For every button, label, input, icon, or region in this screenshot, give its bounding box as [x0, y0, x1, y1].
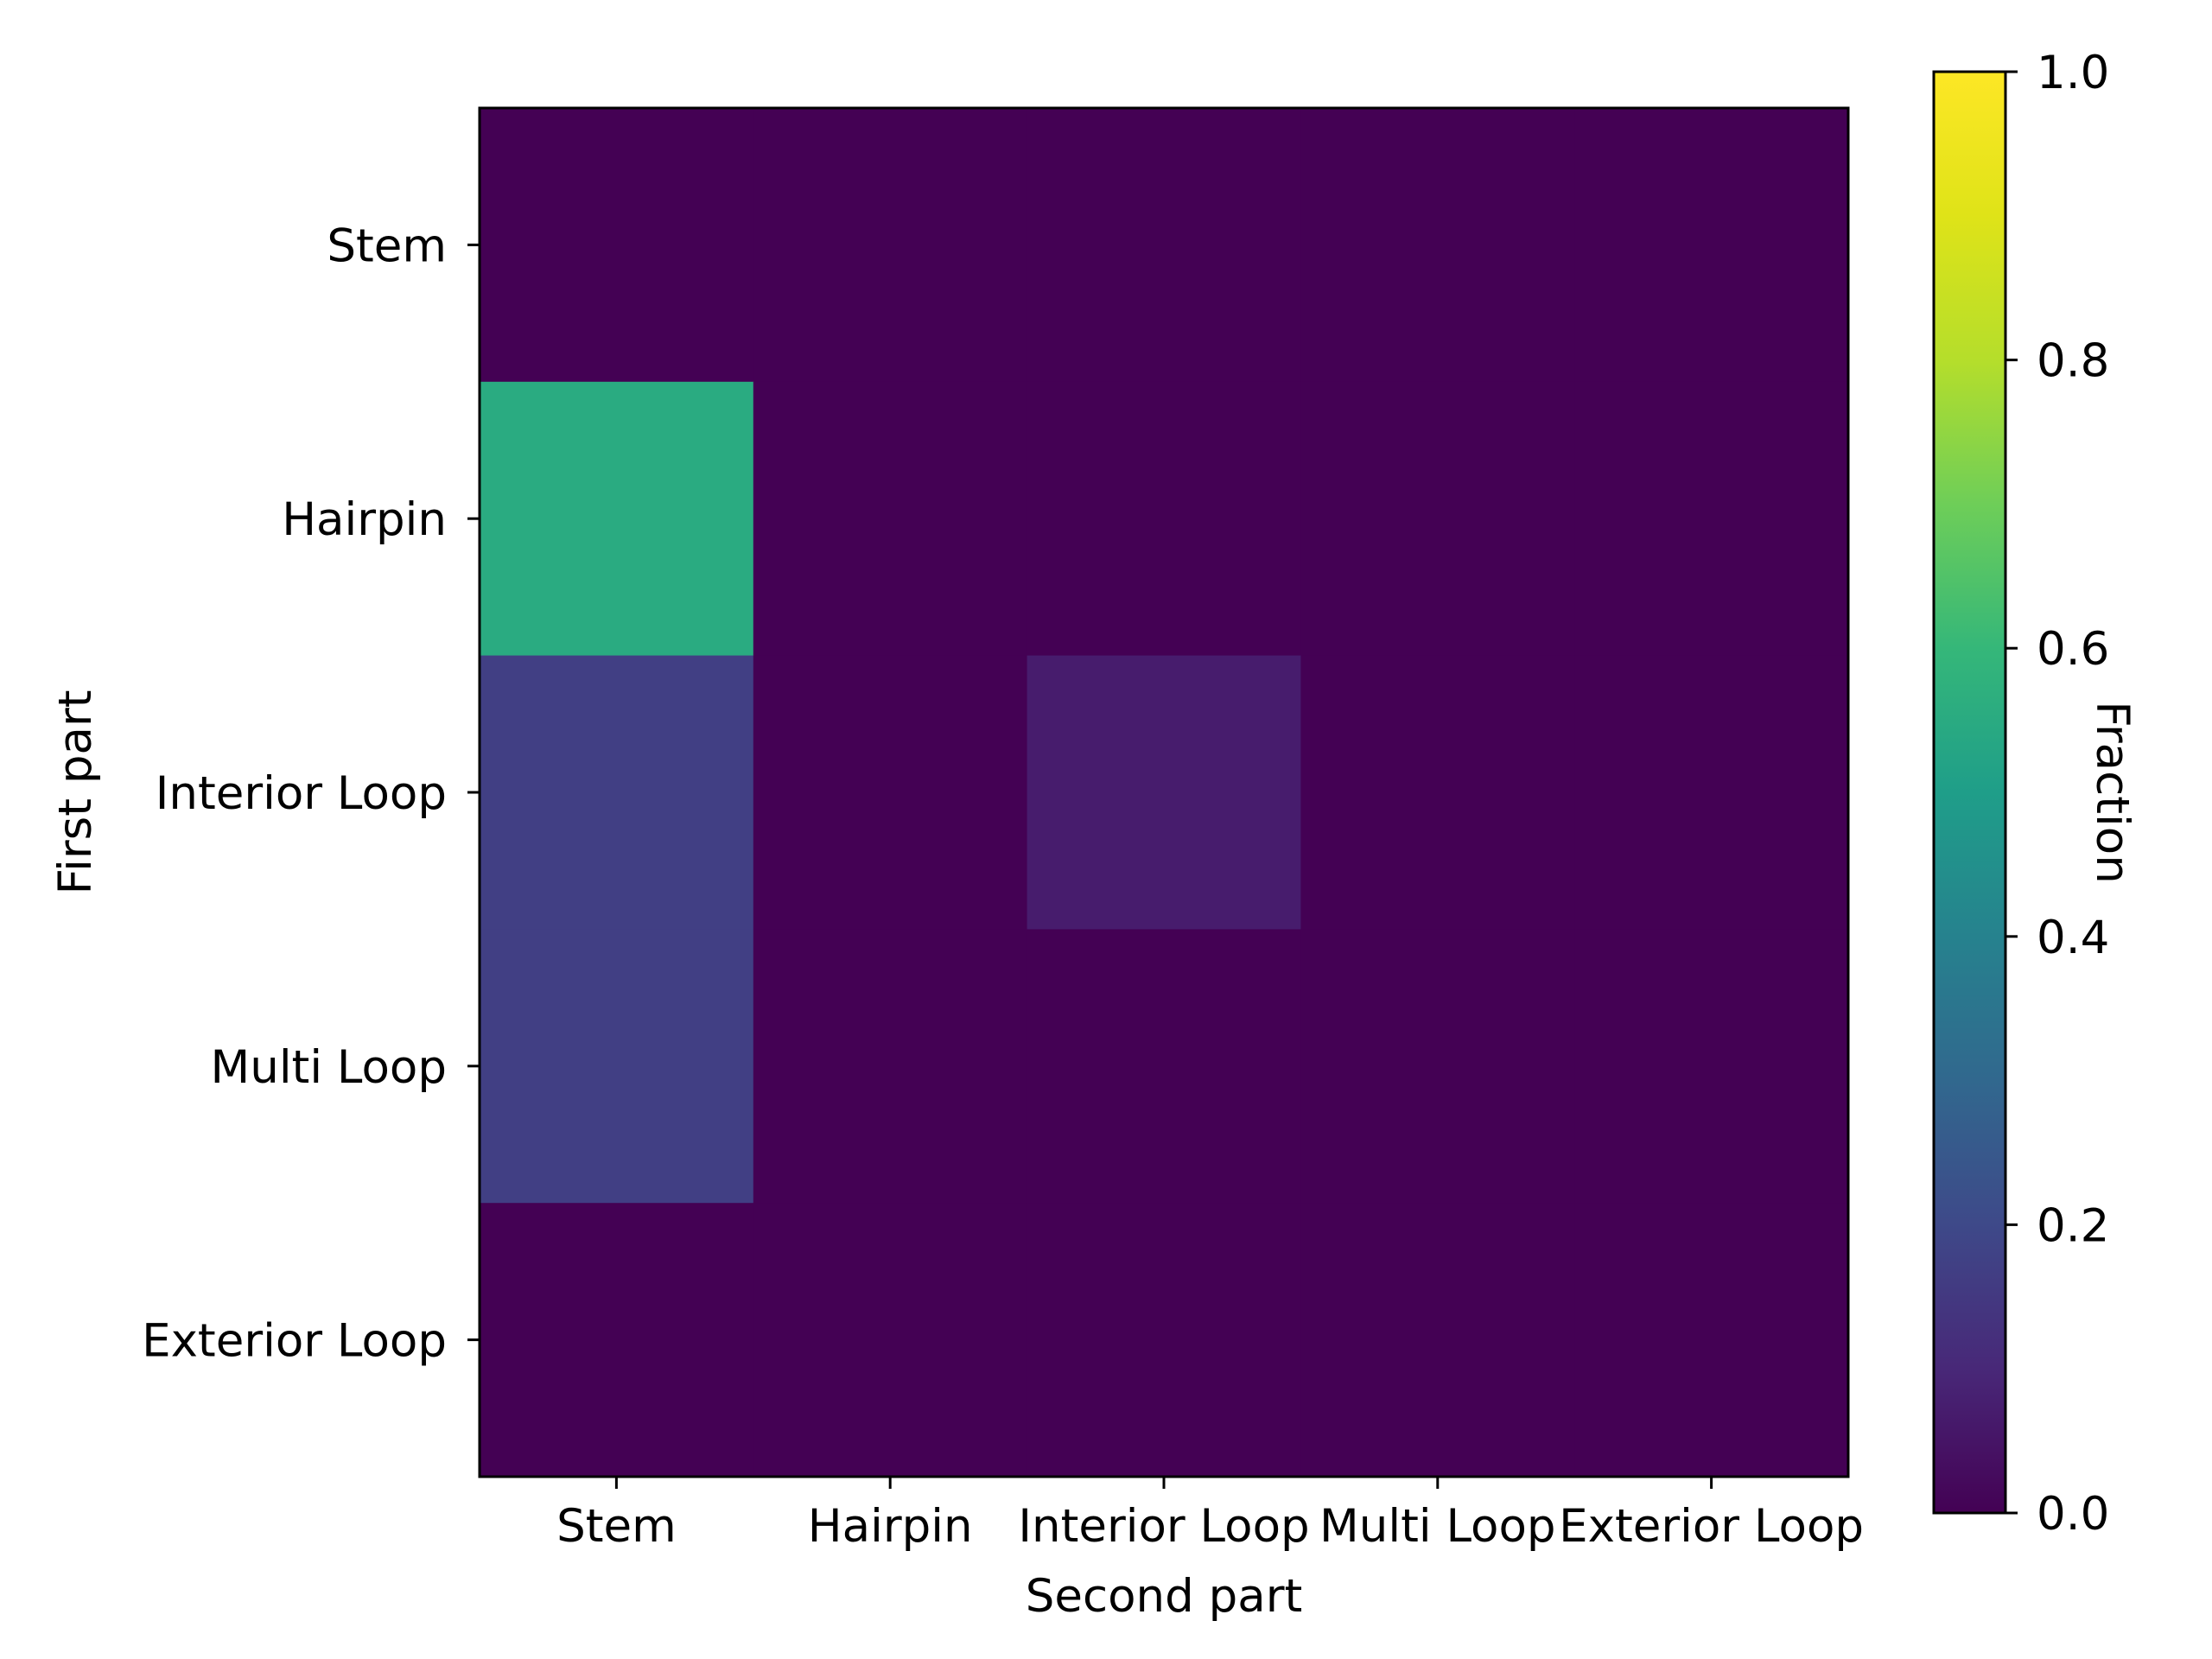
y-tick-label: Interior Loop	[156, 767, 447, 820]
heatmap-cell	[1027, 1203, 1301, 1478]
x-tick-label: Interior Loop	[1018, 1500, 1309, 1553]
y-tick-label: Stem	[327, 219, 447, 272]
x-tick-label: Hairpin	[808, 1500, 973, 1553]
colorbar-tick-label: 0.4	[2037, 912, 2109, 964]
heatmap-cell	[1574, 381, 1849, 657]
heatmap-cell	[753, 929, 1028, 1204]
heatmap-cell	[753, 1203, 1028, 1478]
heatmap-cell	[480, 1203, 754, 1478]
x-tick-label: Stem	[556, 1500, 677, 1553]
heatmap-cell	[753, 655, 1028, 930]
heatmap-cell	[1027, 108, 1301, 383]
heatmap-cells	[480, 108, 1849, 1478]
colorbar-tick-label: 0.8	[2037, 335, 2109, 388]
heatmap-cell	[1574, 655, 1849, 930]
heatmap-cell	[1300, 1203, 1575, 1478]
y-axis-label: First part	[49, 690, 102, 894]
colorbar-label: Fraction	[2086, 701, 2139, 884]
colorbar-ticks: 0.0 0.2 0.4 0.6 0.8 1.0	[2005, 47, 2109, 1541]
heatmap-cell	[1574, 1203, 1849, 1478]
colorbar	[1932, 70, 2007, 1515]
colorbar-tick-label: 0.6	[2037, 623, 2109, 676]
x-tick-label: Multi Loop	[1319, 1500, 1556, 1553]
heatmap-cell	[753, 108, 1028, 383]
x-axis-ticks: Stem Hairpin Interior Loop Multi Loop Exteri…	[556, 1477, 1864, 1553]
heatmap-cell	[1574, 108, 1849, 383]
y-tick-label: Exterior Loop	[142, 1315, 447, 1368]
heatmap-cell	[1300, 381, 1575, 657]
y-tick-label: Multi Loop	[211, 1041, 448, 1094]
y-tick-label: Hairpin	[282, 493, 447, 546]
heatmap-cell	[1027, 655, 1301, 930]
heatmap-cell	[480, 108, 754, 383]
heatmap-cell	[1027, 929, 1301, 1204]
heatmap-cell	[1300, 655, 1575, 930]
heatmap-cell	[1027, 381, 1301, 657]
heatmap-cell	[1300, 108, 1575, 383]
heatmap-cell	[1574, 929, 1849, 1204]
heatmap-cell	[480, 381, 754, 657]
heatmap-cell	[480, 929, 754, 1204]
colorbar-tick-label: 1.0	[2037, 47, 2109, 99]
colorbar-tick-label: 0.0	[2037, 1488, 2109, 1541]
heatmap-cell	[480, 655, 754, 930]
heatmap-cell	[753, 381, 1028, 657]
colorbar-tick-label: 0.2	[2037, 1199, 2109, 1252]
heatmap-cell	[1300, 929, 1575, 1204]
x-axis-label: Second part	[1026, 1570, 1303, 1623]
x-tick-label: Exterior Loop	[1559, 1500, 1864, 1553]
y-axis-ticks: Stem Hairpin Interior Loop Multi Loop Exteri…	[142, 219, 480, 1368]
